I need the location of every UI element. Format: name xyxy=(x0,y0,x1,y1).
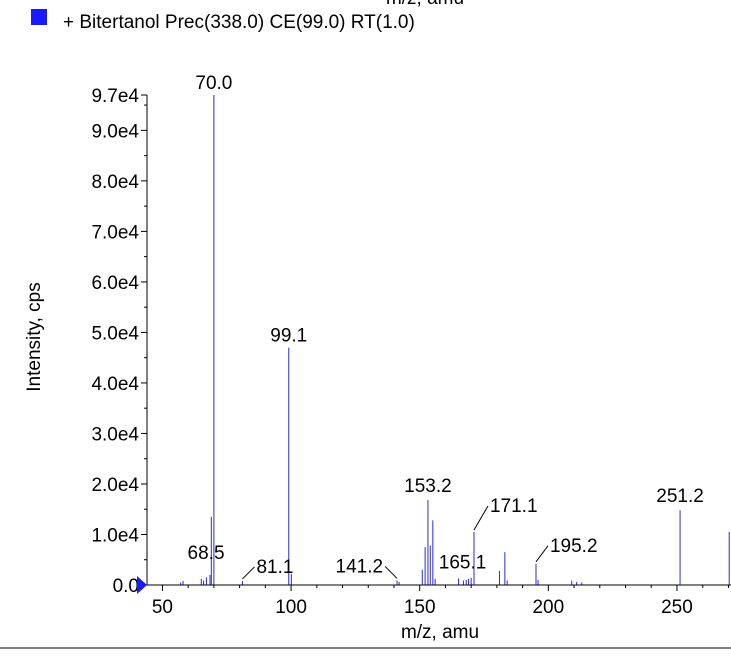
x-tick-label: 250 xyxy=(661,597,693,618)
x-tick-label: 50 xyxy=(152,597,173,618)
peak-label-leader xyxy=(535,545,549,563)
y-tick-label: 9.7e4 xyxy=(91,86,139,107)
chart-title-fragment: m/z, amu xyxy=(386,0,464,9)
y-axis-title: Intensity, cps xyxy=(24,282,45,391)
x-tick-label: 200 xyxy=(532,597,564,618)
peak-label-leader xyxy=(384,566,398,579)
y-tick-label: 7.0e4 xyxy=(91,222,139,243)
x-axis-title: m/z, amu xyxy=(401,622,479,643)
origin-marker-icon xyxy=(137,576,147,594)
y-tick-label: 0.0 xyxy=(113,576,139,597)
peak-label: 68.5 xyxy=(188,543,225,564)
y-tick-label: 5.0e4 xyxy=(91,323,139,344)
y-tick-label: 1.0e4 xyxy=(91,525,139,546)
y-tick-label: 2.0e4 xyxy=(91,475,139,496)
y-tick-label: 4.0e4 xyxy=(91,374,139,395)
y-tick-label: 6.0e4 xyxy=(91,273,139,294)
peak-label: 171.1 xyxy=(490,496,538,517)
peak-label-leader xyxy=(473,505,489,531)
peak-label: 251.2 xyxy=(656,486,704,507)
peak-label: 153.2 xyxy=(404,476,452,497)
y-tick-label: 8.0e4 xyxy=(91,172,139,193)
axes-layer: 0.0 1.0e4 2.0e4 3.0e4 4.0e4 5.0e4 6.0e4 7.0e4 8.… xyxy=(91,86,731,618)
peak-label: 99.1 xyxy=(270,326,307,347)
peak-label: 70.0 xyxy=(195,73,232,94)
peak-label-leader xyxy=(242,566,255,580)
x-tick-label: 100 xyxy=(275,597,307,618)
y-tick-label: 9.0e4 xyxy=(91,121,139,142)
peak-labels-layer: 70.0 99.1 68.5 81.1 141.2 153.2 165.1 171.1 195.… xyxy=(188,73,704,580)
peak-label: 195.2 xyxy=(550,536,598,557)
peaks-layer xyxy=(180,95,730,585)
y-tick-label: 3.0e4 xyxy=(91,424,139,445)
peak-label: 81.1 xyxy=(256,557,293,578)
legend: + Bitertanol Prec(338.0) CE(99.0) RT(1.0… xyxy=(31,9,415,33)
peak-label: 165.1 xyxy=(439,552,487,573)
legend-swatch xyxy=(31,9,47,25)
x-tick-label: 150 xyxy=(404,597,436,618)
legend-label: + Bitertanol Prec(338.0) CE(99.0) RT(1.0… xyxy=(63,12,415,33)
peak-label: 141.2 xyxy=(336,556,384,577)
